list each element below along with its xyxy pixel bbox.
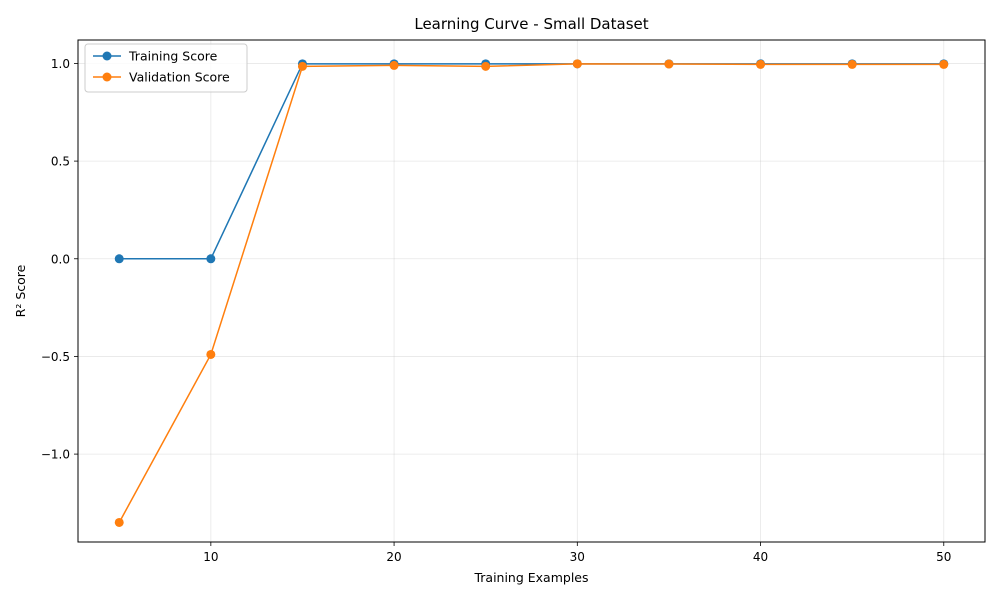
data-point bbox=[114, 517, 124, 527]
data-point bbox=[847, 59, 857, 69]
legend: Training Score Validation Score bbox=[84, 43, 248, 93]
data-point bbox=[206, 254, 216, 264]
data-point bbox=[939, 59, 949, 69]
x-axis-ticks: 10 20 30 40 50 bbox=[203, 542, 951, 564]
data-point bbox=[297, 61, 307, 71]
legend-label: Validation Score bbox=[129, 70, 230, 85]
series-layer bbox=[114, 59, 949, 527]
x-tick-label: 50 bbox=[936, 550, 951, 564]
x-tick-label: 10 bbox=[203, 550, 218, 564]
data-point bbox=[389, 60, 399, 70]
y-tick-label: −1.0 bbox=[41, 448, 70, 462]
data-point bbox=[572, 59, 582, 69]
grid bbox=[78, 40, 985, 542]
x-tick-label: 30 bbox=[570, 550, 585, 564]
legend-item: Training Score bbox=[93, 49, 218, 64]
data-point bbox=[756, 59, 766, 69]
y-tick-label: 0.5 bbox=[51, 155, 70, 169]
legend-label: Training Score bbox=[128, 49, 218, 64]
plot-frame bbox=[77, 39, 986, 543]
legend-marker bbox=[102, 51, 112, 61]
chart-title: Learning Curve - Small Dataset bbox=[414, 15, 648, 33]
y-tick-label: 0.0 bbox=[51, 252, 70, 266]
data-point bbox=[481, 61, 491, 71]
data-point bbox=[114, 254, 124, 264]
legend-box bbox=[84, 43, 248, 93]
legend-marker bbox=[102, 72, 112, 82]
data-point bbox=[664, 59, 674, 69]
y-axis-ticks: −1.0 −0.5 0.0 0.5 1.0 bbox=[41, 57, 78, 462]
y-axis-title: R² Score bbox=[13, 264, 28, 317]
y-tick-label: 1.0 bbox=[51, 57, 70, 71]
series-validation-score bbox=[114, 59, 949, 527]
data-point bbox=[206, 349, 216, 359]
x-tick-label: 40 bbox=[753, 550, 768, 564]
x-axis-title: Training Examples bbox=[473, 570, 588, 585]
legend-item: Validation Score bbox=[93, 70, 230, 85]
y-tick-label: −0.5 bbox=[41, 350, 70, 364]
x-tick-label: 20 bbox=[386, 550, 401, 564]
series-line bbox=[118, 63, 944, 523]
